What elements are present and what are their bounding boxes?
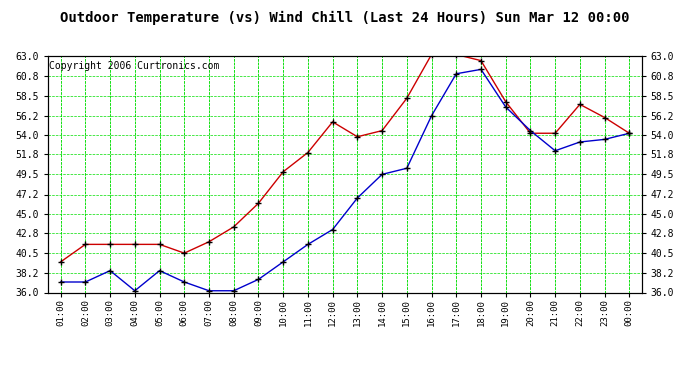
Text: Outdoor Temperature (vs) Wind Chill (Last 24 Hours) Sun Mar 12 00:00: Outdoor Temperature (vs) Wind Chill (Las… xyxy=(60,11,630,26)
Text: Copyright 2006 Curtronics.com: Copyright 2006 Curtronics.com xyxy=(50,61,220,71)
